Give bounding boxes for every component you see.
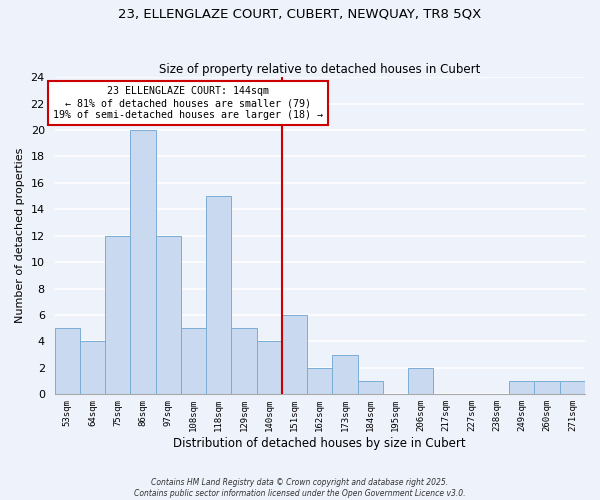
Bar xyxy=(155,236,181,394)
Bar xyxy=(509,381,535,394)
Bar xyxy=(408,368,433,394)
Bar xyxy=(206,196,232,394)
Bar xyxy=(560,381,585,394)
Bar xyxy=(332,354,358,395)
Bar xyxy=(181,328,206,394)
Bar xyxy=(55,328,80,394)
Text: Contains HM Land Registry data © Crown copyright and database right 2025.
Contai: Contains HM Land Registry data © Crown c… xyxy=(134,478,466,498)
Title: Size of property relative to detached houses in Cubert: Size of property relative to detached ho… xyxy=(159,63,481,76)
Bar xyxy=(257,342,282,394)
Bar xyxy=(358,381,383,394)
Bar xyxy=(535,381,560,394)
Y-axis label: Number of detached properties: Number of detached properties xyxy=(15,148,25,324)
Bar xyxy=(282,315,307,394)
Bar xyxy=(307,368,332,394)
Bar xyxy=(105,236,130,394)
X-axis label: Distribution of detached houses by size in Cubert: Distribution of detached houses by size … xyxy=(173,437,466,450)
Bar xyxy=(80,342,105,394)
Text: 23 ELLENGLAZE COURT: 144sqm
← 81% of detached houses are smaller (79)
19% of sem: 23 ELLENGLAZE COURT: 144sqm ← 81% of det… xyxy=(53,86,323,120)
Bar xyxy=(232,328,257,394)
Bar xyxy=(130,130,155,394)
Text: 23, ELLENGLAZE COURT, CUBERT, NEWQUAY, TR8 5QX: 23, ELLENGLAZE COURT, CUBERT, NEWQUAY, T… xyxy=(118,8,482,20)
